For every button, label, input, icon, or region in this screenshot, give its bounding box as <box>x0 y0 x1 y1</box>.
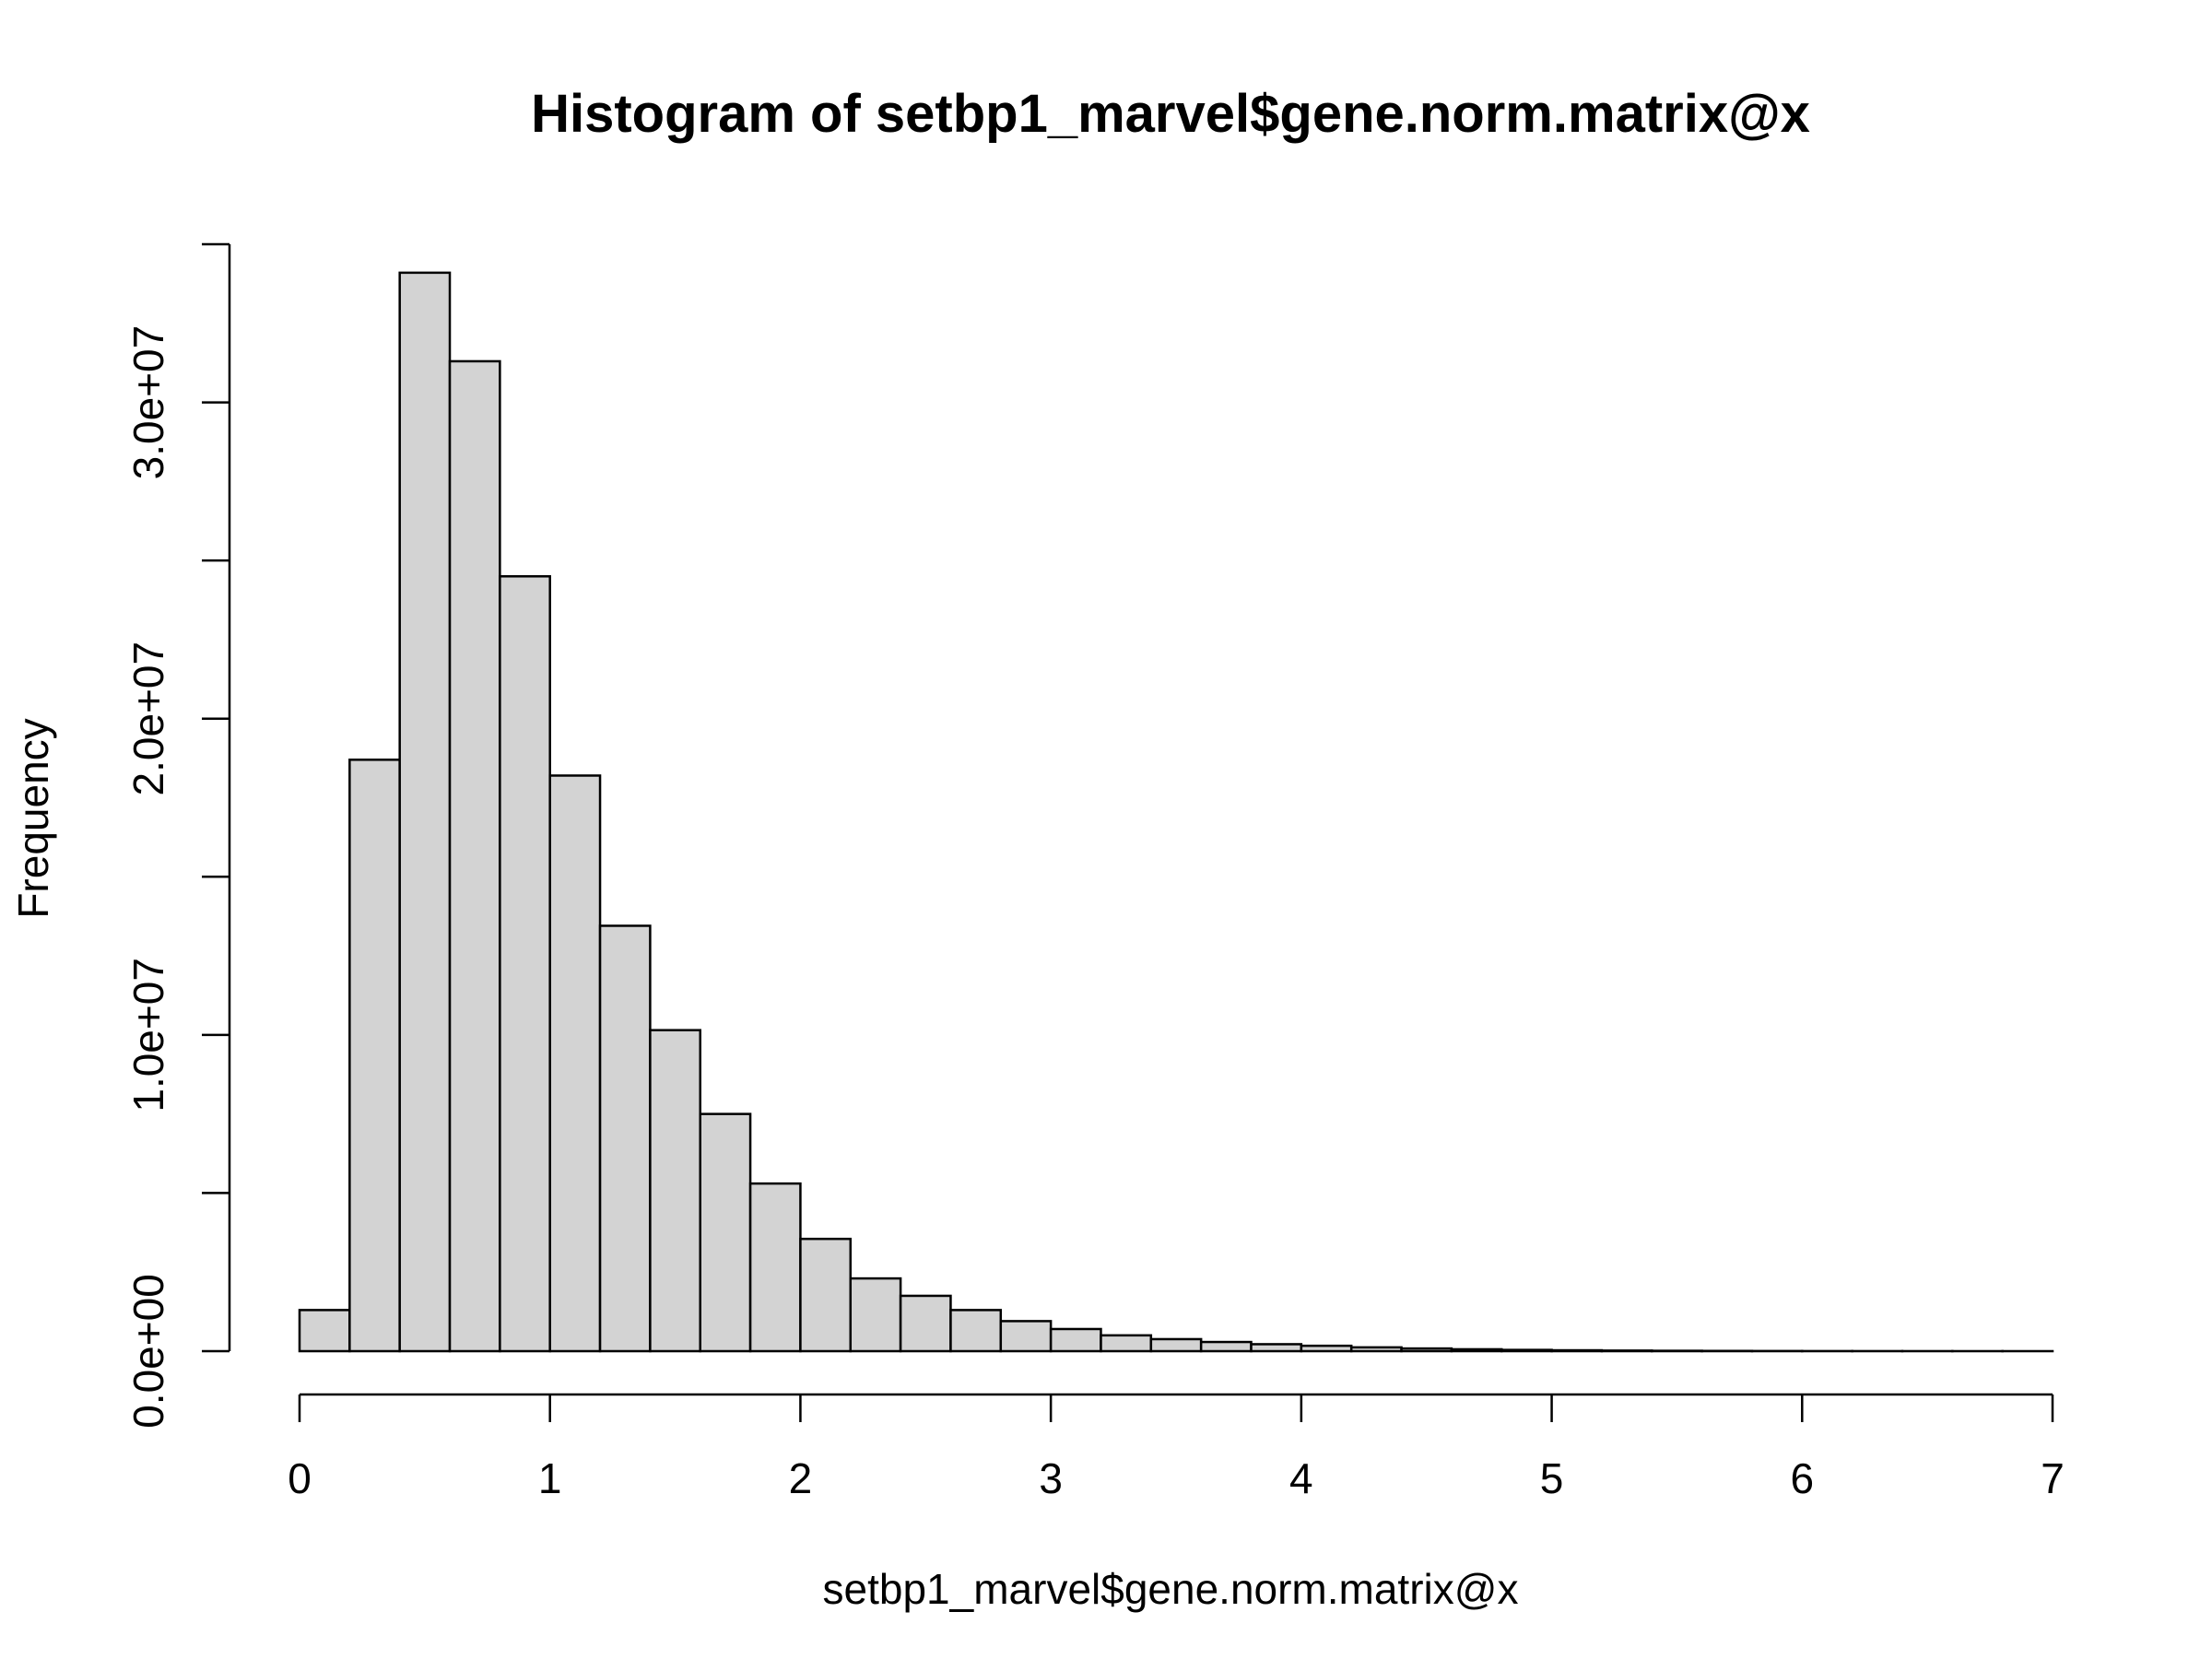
histogram-bar <box>649 1029 701 1353</box>
x-tick-label: 6 <box>1790 1454 1814 1502</box>
histogram-bar <box>1500 1348 1553 1353</box>
histogram-bar <box>1100 1334 1153 1353</box>
histogram-bar <box>1349 1346 1403 1353</box>
x-tick-label: 4 <box>1289 1454 1313 1502</box>
histogram-bar <box>1250 1343 1303 1353</box>
histogram-bar <box>748 1182 802 1353</box>
x-tick-label: 5 <box>1540 1454 1564 1502</box>
y-tick-label: 1.0e+07 <box>124 958 172 1112</box>
x-tick-label: 0 <box>288 1454 312 1502</box>
histogram-bar <box>1199 1340 1253 1353</box>
y-tick-label: 2.0e+07 <box>124 641 172 796</box>
histogram-bar <box>398 271 452 1353</box>
histogram-bar <box>1450 1347 1503 1353</box>
histogram-bar <box>298 1309 351 1353</box>
y-axis-label: Frequency <box>9 718 57 918</box>
histogram-bar <box>1600 1349 1653 1353</box>
histogram-bar <box>348 759 401 1353</box>
histogram-bar <box>849 1277 902 1353</box>
histogram-bar <box>1400 1347 1453 1353</box>
histogram-bar <box>548 774 602 1353</box>
histogram-bar <box>949 1309 1003 1353</box>
y-tick-label: 3.0e+07 <box>124 325 172 480</box>
histogram-bar <box>448 359 501 1353</box>
x-tick-label: 3 <box>1039 1454 1063 1502</box>
x-axis-label: setbp1_marvel$gene.norm.matrix@x <box>823 1565 1519 1613</box>
histogram-bars <box>298 271 2054 1353</box>
histogram-bar <box>799 1237 853 1353</box>
x-tick-label: 2 <box>789 1454 813 1502</box>
histogram-bar <box>1300 1344 1353 1353</box>
chart-title: Histogram of setbp1_marvel$gene.norm.mat… <box>531 84 1810 144</box>
x-axis: 0 1 2 3 4 5 6 7 <box>288 1393 2065 1502</box>
histogram-bar <box>699 1112 752 1353</box>
x-tick-label: 7 <box>2041 1454 2065 1502</box>
histogram-bar <box>1049 1327 1102 1353</box>
x-tick-label: 1 <box>538 1454 562 1502</box>
histogram-bar <box>499 575 551 1353</box>
histogram-bar <box>1550 1348 1604 1353</box>
y-tick-label: 0.0e+00 <box>124 1274 172 1429</box>
histogram-bar <box>598 924 652 1353</box>
histogram-bar <box>1149 1337 1203 1353</box>
y-axis: 0.0e+00 1.0e+07 2.0e+07 3.0e+07 <box>124 242 231 1429</box>
histogram-bar <box>899 1294 952 1353</box>
histogram-bar <box>999 1320 1053 1353</box>
